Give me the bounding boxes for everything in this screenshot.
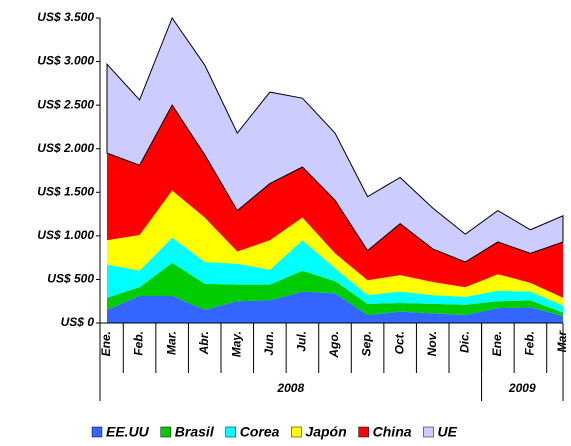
x-tick-label: Ene.: [490, 331, 504, 356]
legend-swatch: [225, 426, 236, 438]
legend-label: Brasil: [175, 424, 215, 440]
group-label: 2008: [276, 381, 304, 395]
x-tick-label: May.: [229, 331, 243, 357]
x-tick-label: Nov.: [425, 331, 439, 356]
legend-swatch: [91, 426, 103, 438]
x-tick-label: Abr.: [197, 331, 211, 355]
x-tick-label: Jun.: [262, 331, 276, 356]
legend-label: Japón: [305, 424, 346, 440]
area: [107, 262, 563, 317]
y-tick-label: US$ 1.000: [37, 228, 94, 242]
legend-label: China: [373, 424, 412, 440]
legend-label: EE.UU: [106, 424, 150, 440]
y-tick-label: US$ 2.000: [37, 141, 94, 155]
x-tick-label: Mar: [555, 330, 569, 353]
x-tick-label: Dic.: [457, 331, 471, 353]
x-tick-label: Ago.: [327, 331, 341, 359]
y-tick-label: US$ 500: [47, 272, 94, 286]
x-tick-label: Feb.: [132, 331, 146, 356]
y-tick-label: US$ 3.500: [37, 10, 94, 24]
y-tick-label: US$ 3.000: [37, 54, 94, 68]
legend-swatch: [423, 426, 434, 438]
area: [106, 16, 564, 263]
x-tick-label: Oct.: [392, 331, 406, 354]
group-label: 2009: [508, 381, 536, 395]
legend-swatch: [358, 426, 369, 438]
x-tick-label: Mar.: [164, 331, 178, 355]
x-tick-label: Feb.: [523, 331, 537, 356]
area: [107, 237, 563, 313]
y-tick-label: US$ 2.500: [37, 97, 94, 111]
legend-label: UE: [438, 424, 458, 440]
y-tick-label: US$ 0: [61, 315, 95, 329]
area: [107, 291, 563, 323]
x-tick-label: Jul.: [295, 331, 309, 352]
legend-swatch: [160, 426, 172, 438]
area: [107, 105, 563, 298]
legend-label: Corea: [240, 424, 280, 440]
y-tick-label: US$ 1.500: [37, 184, 94, 198]
x-tick-label: Ene.: [99, 331, 113, 356]
legend-swatch: [291, 426, 302, 438]
area: [107, 190, 563, 306]
x-tick-label: Sep.: [360, 331, 374, 356]
